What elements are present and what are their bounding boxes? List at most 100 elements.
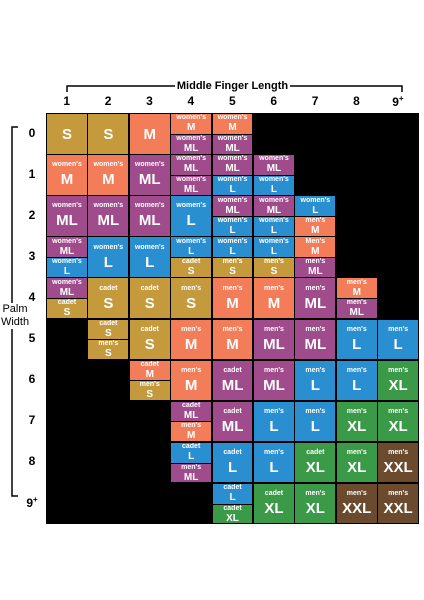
- size-label: ML: [183, 183, 199, 195]
- size-label: XXL: [383, 500, 413, 518]
- size-label: M: [143, 126, 156, 144]
- fit-label: cadet: [223, 407, 242, 415]
- size-label: M: [226, 335, 239, 353]
- size-cell: women's L: [87, 236, 130, 278]
- size-cell-top: men's M: [336, 278, 377, 299]
- size-cell-bottom: cadet XL: [212, 503, 253, 524]
- size-label: S: [187, 266, 195, 277]
- size-cell-bottom: men's S: [254, 257, 294, 277]
- empty-cell: [87, 359, 130, 402]
- fit-label: men's: [139, 381, 160, 389]
- empty-cell: [335, 195, 378, 237]
- size-label: ML: [221, 376, 244, 394]
- size-label: L: [229, 224, 236, 236]
- size-cell-bottom: men's S: [212, 257, 253, 277]
- size-cell-split: women's ML women's L: [253, 195, 295, 237]
- size-cell-bottom: men's S: [129, 380, 170, 401]
- size-cell-bottom: women's L: [254, 174, 294, 195]
- fit-label: cadet: [57, 299, 77, 307]
- size-cell: men's XL: [377, 400, 420, 443]
- size-cell-top: Men's M: [295, 237, 336, 258]
- size-label: L: [188, 451, 195, 463]
- fit-label: cadet: [223, 366, 242, 374]
- size-cell: men's M: [170, 318, 213, 361]
- size-cell: women's ML: [46, 195, 88, 237]
- fit-label: women's: [93, 243, 124, 251]
- fit-label: men's: [181, 366, 202, 374]
- size-cell-bottom: men's S: [88, 339, 129, 360]
- size-cell-split: women's ML women's ML: [170, 154, 213, 196]
- size-label: ML: [59, 245, 75, 257]
- fit-label: women's: [176, 134, 206, 142]
- size-cell: men's ML: [253, 318, 295, 361]
- fit-label: men's: [305, 325, 326, 333]
- empty-cell: [46, 441, 88, 484]
- size-label: ML: [304, 335, 327, 353]
- size-cell: cadet S: [87, 277, 130, 319]
- size-label: L: [229, 492, 236, 504]
- empty-cell: [294, 113, 337, 155]
- size-cell: men's M: [211, 318, 254, 361]
- row-number-1: 1: [28, 166, 36, 181]
- fit-label: men's: [181, 325, 202, 333]
- size-label: XL: [347, 459, 367, 477]
- y-axis-title: Palm Width: [0, 303, 30, 329]
- size-cell: women's L: [170, 195, 213, 237]
- fit-label: men's: [346, 490, 367, 498]
- column-number-1: 1: [63, 94, 71, 108]
- size-label: L: [229, 245, 236, 257]
- empty-cell: [335, 236, 378, 278]
- size-cell: men's ML: [294, 318, 337, 361]
- fit-label: men's: [263, 284, 284, 292]
- size-cell-split: women's ML cadet S: [46, 277, 88, 319]
- size-cell: cadet ML: [211, 359, 254, 402]
- fit-label: cadet: [140, 360, 159, 368]
- column-number-2: 2: [104, 94, 112, 108]
- empty-cell: [128, 400, 171, 443]
- size-label: S: [186, 294, 197, 312]
- fit-label: men's: [222, 325, 243, 333]
- fit-label: men's: [346, 449, 367, 457]
- fit-label: women's: [134, 202, 165, 210]
- size-cell-top: women's ML: [212, 155, 253, 175]
- size-cell: S: [87, 113, 130, 155]
- fit-label: women's: [259, 216, 289, 224]
- size-label: XL: [388, 417, 408, 435]
- fit-label: women's: [217, 175, 248, 183]
- size-label: L: [270, 245, 277, 257]
- size-cell: men's L: [294, 400, 337, 443]
- fit-label: women's: [217, 237, 248, 245]
- fit-label: cadet: [99, 319, 118, 327]
- size-cell-bottom: men's M: [295, 215, 336, 236]
- size-label: XL: [305, 500, 325, 518]
- size-label: ML: [97, 212, 120, 230]
- size-cell: women's M: [87, 154, 130, 196]
- fit-label: women's: [176, 175, 206, 183]
- size-label: S: [105, 348, 112, 360]
- fit-label: cadet: [181, 258, 201, 265]
- size-cell: cadet XL: [253, 482, 295, 525]
- size-label: S: [61, 126, 72, 144]
- empty-cell: [335, 113, 378, 155]
- size-label: S: [229, 266, 236, 277]
- row-number-5: 5: [28, 331, 36, 346]
- size-cell-top: women's ML: [171, 155, 212, 175]
- fit-label: women's: [134, 243, 165, 251]
- size-cell-split: women's ML women's L: [211, 154, 254, 196]
- fit-label: cadet: [264, 490, 284, 498]
- fit-label: cadet: [306, 449, 325, 457]
- size-cell-split: women's ML women's L: [253, 154, 295, 196]
- size-label: M: [186, 122, 196, 134]
- fit-label: men's: [388, 366, 409, 374]
- size-label: L: [188, 245, 195, 257]
- fit-label: men's: [263, 258, 284, 265]
- size-cell: cadet ML: [211, 400, 254, 443]
- fit-label: cadet: [140, 325, 159, 333]
- size-cell-top: women's M: [171, 114, 212, 134]
- fit-label: women's: [52, 237, 82, 245]
- size-cell-top: cadet L: [212, 483, 253, 504]
- y-axis-title-line2: Width: [0, 316, 30, 328]
